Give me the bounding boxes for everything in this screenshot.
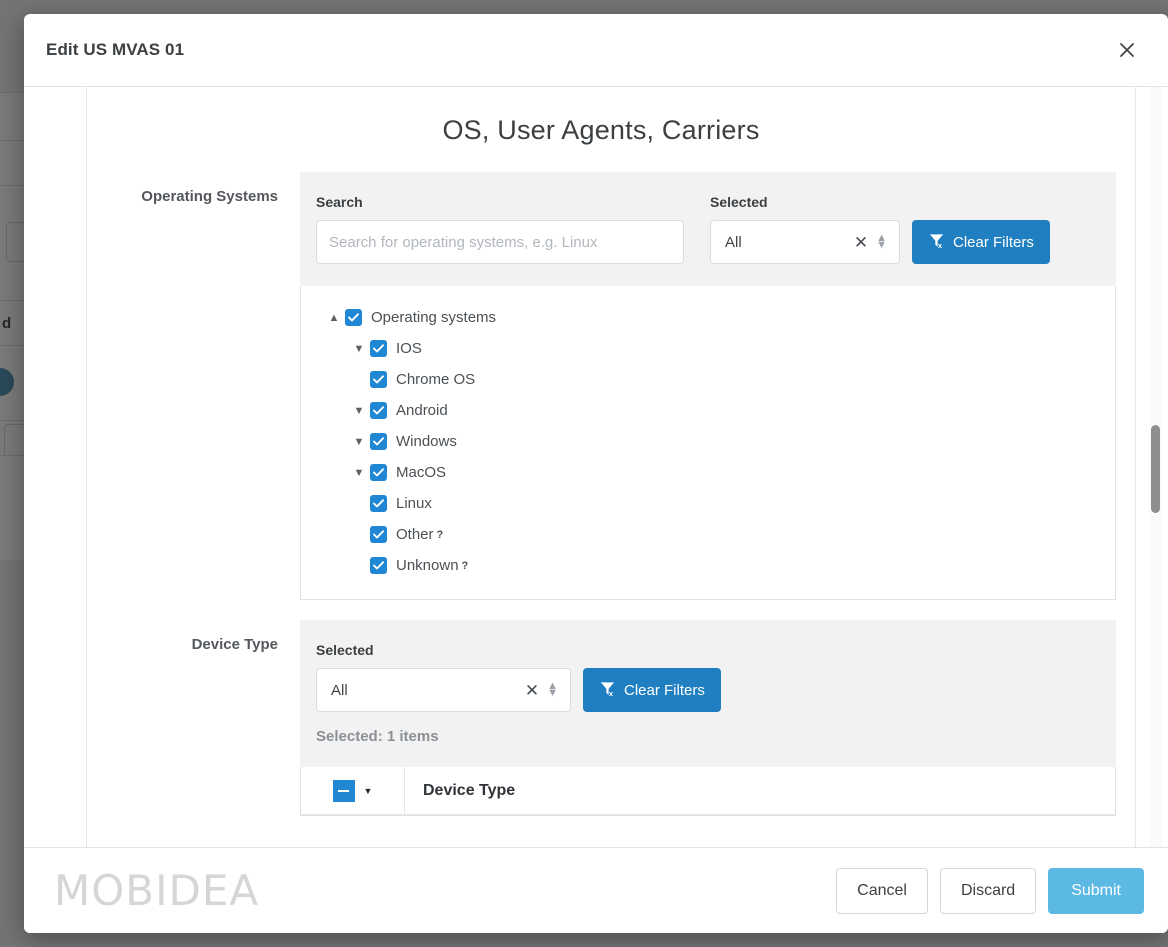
logo-text: MOBIDEA (54, 865, 260, 915)
discard-button[interactable]: Discard (939, 867, 1037, 914)
os-tree: ▲ Operating systems ▼ (301, 286, 1115, 599)
checkbox-checked[interactable] (370, 371, 387, 388)
os-search-label: Search (316, 194, 363, 210)
os-filter-panel: Search Selected All ✕ ▲▼ (300, 172, 1116, 286)
checkbox-checked[interactable] (370, 433, 387, 450)
checkbox-checked[interactable] (370, 402, 387, 419)
tree-item-label: Unknown (396, 557, 459, 574)
tree-item-macos[interactable]: ▼ MacOS (301, 457, 1115, 488)
checkbox-checked[interactable] (370, 526, 387, 543)
device-type-table-header-row: ▼ Device Type (301, 767, 1115, 815)
checkbox-checked[interactable] (370, 495, 387, 512)
submit-button[interactable]: Submit (1048, 867, 1144, 914)
right-gutter-divider (1135, 87, 1136, 847)
device-type-controls-row: Selected All ✕ ▲ ▼ (316, 642, 1100, 712)
mobidea-logo: MOBIDEA (54, 865, 260, 915)
modal-title: Edit US MVAS 01 (46, 40, 185, 59)
device-type-body: Selected All ✕ ▲ ▼ (300, 620, 1116, 816)
filter-clear-icon: x (599, 680, 616, 701)
os-selected-select[interactable]: All ✕ ▲ ▼ (710, 220, 900, 264)
tree-item-label: Windows (396, 433, 457, 450)
device-type-column-header: Device Type (423, 781, 516, 799)
os-controls-row: Search Selected All ✕ ▲▼ (316, 194, 1100, 264)
os-clear-filters-button[interactable]: x Clear Filters (912, 220, 1050, 264)
tree-item-windows[interactable]: ▼ Windows (301, 426, 1115, 457)
operating-systems-body: Search Selected All ✕ ▲▼ (300, 172, 1116, 600)
scrollbar-thumb[interactable] (1151, 425, 1160, 513)
scrollbar-track[interactable] (1150, 87, 1162, 847)
operating-systems-field: Operating Systems Search Selected All (86, 172, 1116, 600)
chevron-updown-icon[interactable]: ▲ ▼ (876, 232, 887, 251)
tree-item-label: MacOS (396, 464, 447, 481)
device-type-filter-panel: Selected All ✕ ▲ ▼ (300, 620, 1116, 767)
tree-item-operating-systems[interactable]: ▲ Operating systems (301, 302, 1115, 333)
tree-item-other[interactable]: ▼ Other ? (301, 519, 1115, 550)
page-title: OS, User Agents, Carriers (442, 115, 760, 145)
chevron-down-icon[interactable]: ▼ (353, 342, 365, 355)
filter-clear-icon: x (928, 232, 945, 253)
chevron-updown-icon[interactable]: ▲ ▼ (547, 680, 558, 699)
footer-actions: Cancel Discard Submit (836, 867, 1144, 914)
device-type-selected-count: Selected: 1 items (316, 728, 439, 745)
svg-text:x: x (938, 241, 943, 249)
help-icon[interactable]: ? (436, 528, 444, 541)
left-gutter-divider (86, 87, 87, 847)
modal-body-content: OS, User Agents, Carriers Operating Syst… (24, 87, 1168, 847)
tree-item-label: Linux (396, 495, 432, 512)
checkbox-checked[interactable] (345, 309, 362, 326)
checkbox-checked[interactable] (370, 557, 387, 574)
clear-selection-icon[interactable]: ✕ (853, 232, 869, 252)
tree-item-ios[interactable]: ▼ IOS (301, 333, 1115, 364)
tree-item-chrome-os[interactable]: ▼ Chrome OS (301, 364, 1115, 395)
os-search-block: Search (316, 194, 684, 264)
chevron-down-icon[interactable]: ▼ (353, 435, 365, 448)
modal-body: OS, User Agents, Carriers Operating Syst… (24, 87, 1168, 847)
tree-item-label: Other (396, 526, 434, 543)
os-search-input[interactable] (316, 220, 684, 264)
tree-item-android[interactable]: ▼ Android (301, 395, 1115, 426)
tree-item-label: IOS (396, 340, 422, 357)
operating-systems-label: Operating Systems (141, 188, 278, 205)
checkbox-indeterminate[interactable] (332, 779, 355, 802)
tree-item-label: Operating systems (371, 309, 497, 326)
device-type-select-all-cell: ▼ (301, 767, 405, 814)
chevron-down-icon[interactable]: ▼ (353, 404, 365, 417)
close-icon[interactable] (1110, 33, 1144, 67)
device-type-table: ▼ Device Type (300, 767, 1116, 816)
clear-selection-icon[interactable]: ✕ (524, 680, 540, 700)
device-type-selected-select[interactable]: All ✕ ▲ ▼ (316, 668, 571, 712)
tree-item-label: Chrome OS (396, 371, 476, 388)
os-selected-value: All (725, 233, 742, 251)
cancel-button[interactable]: Cancel (836, 867, 928, 914)
device-type-clear-filters-button[interactable]: x Clear Filters (583, 668, 721, 712)
device-type-selected-label: Selected (316, 642, 374, 658)
tree-item-unknown[interactable]: ▼ Unknown ? (301, 550, 1115, 581)
modal-header: Edit US MVAS 01 (24, 14, 1168, 87)
device-type-label: Device Type (191, 636, 278, 653)
os-clear-filters-label: Clear Filters (953, 233, 1034, 251)
device-type-selected-value: All (331, 681, 348, 699)
checkbox-checked[interactable] (370, 340, 387, 357)
device-type-selected-block: Selected All ✕ ▲ ▼ (316, 642, 571, 712)
tree-item-linux[interactable]: ▼ Linux (301, 488, 1115, 519)
device-type-field: Device Type Selected All ✕ ▲ ▼ (86, 620, 1116, 816)
modal-footer: MOBIDEA Cancel Discard Submit (24, 847, 1168, 933)
os-selected-label: Selected (710, 194, 768, 210)
chevron-down-icon[interactable]: ▼ (363, 785, 373, 796)
help-icon[interactable]: ? (461, 559, 469, 572)
tree-item-label: Android (396, 402, 448, 419)
device-type-clear-filters-label: Clear Filters (624, 681, 705, 699)
os-tree-panel: ▲ Operating systems ▼ (300, 286, 1116, 600)
chevron-up-icon[interactable]: ▲ (328, 311, 340, 324)
edit-modal: Edit US MVAS 01 OS, User Agents, Carrier… (24, 14, 1168, 933)
svg-text:x: x (609, 689, 614, 697)
checkbox-checked[interactable] (370, 464, 387, 481)
chevron-down-icon[interactable]: ▼ (353, 466, 365, 479)
os-selected-block: Selected All ✕ ▲ ▼ (710, 194, 900, 264)
